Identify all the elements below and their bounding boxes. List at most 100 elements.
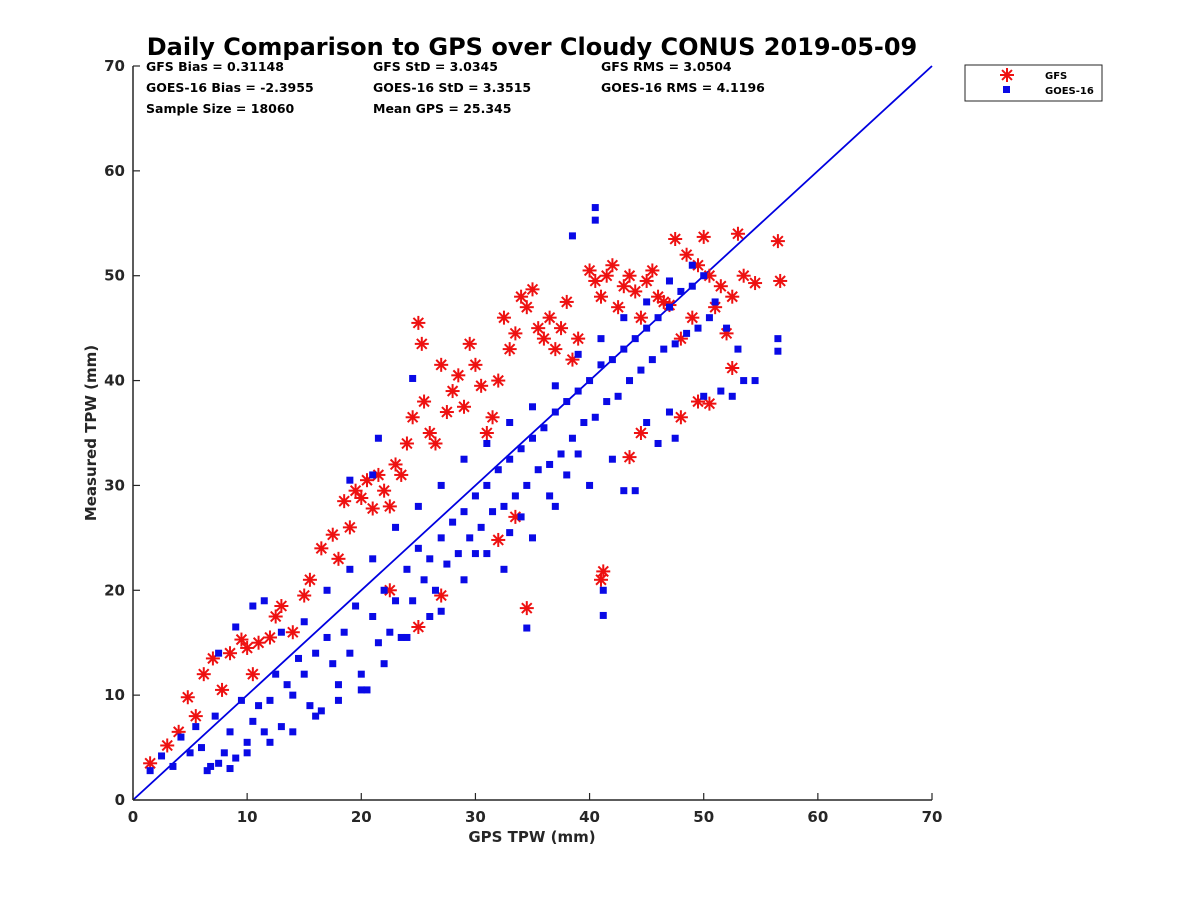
- goes-16-point: [186, 749, 194, 757]
- goes-16-point: [460, 508, 468, 516]
- gfs-point: [713, 279, 728, 294]
- goes-16-point: [460, 455, 468, 463]
- gfs-point: [496, 310, 511, 325]
- goes-16-point: [283, 681, 291, 689]
- goes-16-point: [574, 387, 582, 395]
- gfs-point: [593, 572, 608, 587]
- gfs-point: [302, 572, 317, 587]
- goes-16-point: [540, 424, 548, 432]
- goes-16-point: [177, 733, 185, 741]
- y-tick-label: 70: [104, 57, 125, 75]
- gfs-point: [491, 373, 506, 388]
- gfs-point: [673, 410, 688, 425]
- goes-16-point: [665, 277, 673, 285]
- gfs-point: [582, 263, 597, 278]
- y-ticks: 0 10 20 30 40 50 60 70: [104, 57, 140, 809]
- goes-16-point: [380, 660, 388, 668]
- goes-16-point: [500, 502, 508, 510]
- y-tick-label: 0: [115, 791, 125, 809]
- gfs-point: [633, 310, 648, 325]
- gfs-point: [188, 709, 203, 724]
- goes-16-point: [272, 670, 280, 678]
- gfs-point: [160, 738, 175, 753]
- gfs-point: [411, 619, 426, 634]
- legend-gfs-asterisk-icon: [1000, 68, 1014, 82]
- gfs-point: [434, 357, 449, 372]
- goes-16-series: [146, 204, 782, 775]
- goes-16-point: [648, 356, 656, 364]
- gfs-point: [422, 426, 437, 440]
- gfs-point: [542, 310, 557, 325]
- goes-16-point: [626, 377, 634, 385]
- goes-16-point: [580, 419, 588, 427]
- goes-16-point: [146, 767, 154, 775]
- goes-16-point: [357, 670, 365, 678]
- gfs-point: [628, 284, 643, 299]
- stats-annotations: GFS Bias = 0.31148 GFS StD = 3.0345 GFS …: [146, 59, 765, 116]
- gfs-point: [377, 483, 392, 498]
- gfs-point: [668, 232, 683, 247]
- gfs-point: [196, 667, 211, 682]
- gfs-point: [417, 394, 432, 409]
- gfs-point: [770, 234, 785, 249]
- gfs-point: [405, 410, 420, 425]
- goes-16-point: [620, 487, 628, 495]
- gfs-rms-text: GFS RMS = 3.0504: [601, 59, 732, 74]
- goes-16-point: [608, 356, 616, 364]
- gfs-point: [685, 310, 700, 325]
- goes-16-point: [403, 565, 411, 573]
- goes-16-point: [232, 754, 240, 762]
- goes-16-point: [614, 392, 622, 400]
- goes-16-point: [506, 455, 514, 463]
- goes-16-point: [643, 419, 651, 427]
- gfs-point: [457, 399, 472, 414]
- goes-16-point: [312, 649, 320, 657]
- gfs-point: [462, 336, 477, 351]
- goes-16-point: [574, 450, 582, 458]
- gfs-point: [508, 326, 523, 341]
- goes-16-point: [211, 712, 219, 720]
- gfs-point: [622, 268, 637, 283]
- gfs-std-text: GFS StD = 3.0345: [373, 59, 498, 74]
- x-axis-label: GPS TPW (mm): [468, 828, 595, 846]
- goes-16-point: [546, 492, 554, 500]
- goes-16-point: [551, 382, 559, 390]
- goes-16-point: [665, 408, 673, 416]
- gfs-point: [285, 625, 300, 640]
- goes-16-point: [734, 345, 742, 353]
- legend-goes-16-label: GOES-16: [1045, 86, 1094, 97]
- goes-16-point: [483, 481, 491, 489]
- goes-16-point: [215, 649, 223, 657]
- goes-16-point: [255, 702, 263, 710]
- x-tick-label: 0: [128, 808, 138, 826]
- one-to-one-line: [132, 65, 933, 801]
- goes-16-point: [568, 434, 576, 442]
- goes-16-point: [266, 738, 274, 746]
- goes-16-point: [215, 759, 223, 767]
- goes-16-point: [534, 466, 542, 474]
- goes-16-point: [591, 216, 599, 224]
- goes-16-point: [317, 707, 325, 715]
- goes-16-point: [603, 398, 611, 406]
- goes-16-point: [608, 455, 616, 463]
- goes-16-point: [169, 762, 177, 770]
- goes-16-point: [380, 586, 388, 594]
- chart-title: Daily Comparison to GPS over Cloudy CONU…: [147, 33, 918, 61]
- gfs-point: [536, 331, 551, 346]
- gfs-point: [411, 315, 426, 330]
- gfs-point: [725, 360, 740, 375]
- goes-16-point: [591, 413, 599, 421]
- gfs-point: [240, 640, 255, 655]
- gfs-point: [234, 632, 249, 647]
- goes-16-point: [523, 624, 531, 632]
- goes-16-point: [523, 481, 531, 489]
- gfs-point: [325, 527, 340, 542]
- gfs-point: [736, 268, 751, 283]
- goes-16-point: [346, 649, 354, 657]
- goes-16-point: [226, 728, 234, 736]
- gfs-point: [519, 601, 534, 616]
- goes-16-point: [717, 387, 725, 395]
- goes-16-point: [671, 434, 679, 442]
- y-tick-label: 10: [104, 686, 125, 704]
